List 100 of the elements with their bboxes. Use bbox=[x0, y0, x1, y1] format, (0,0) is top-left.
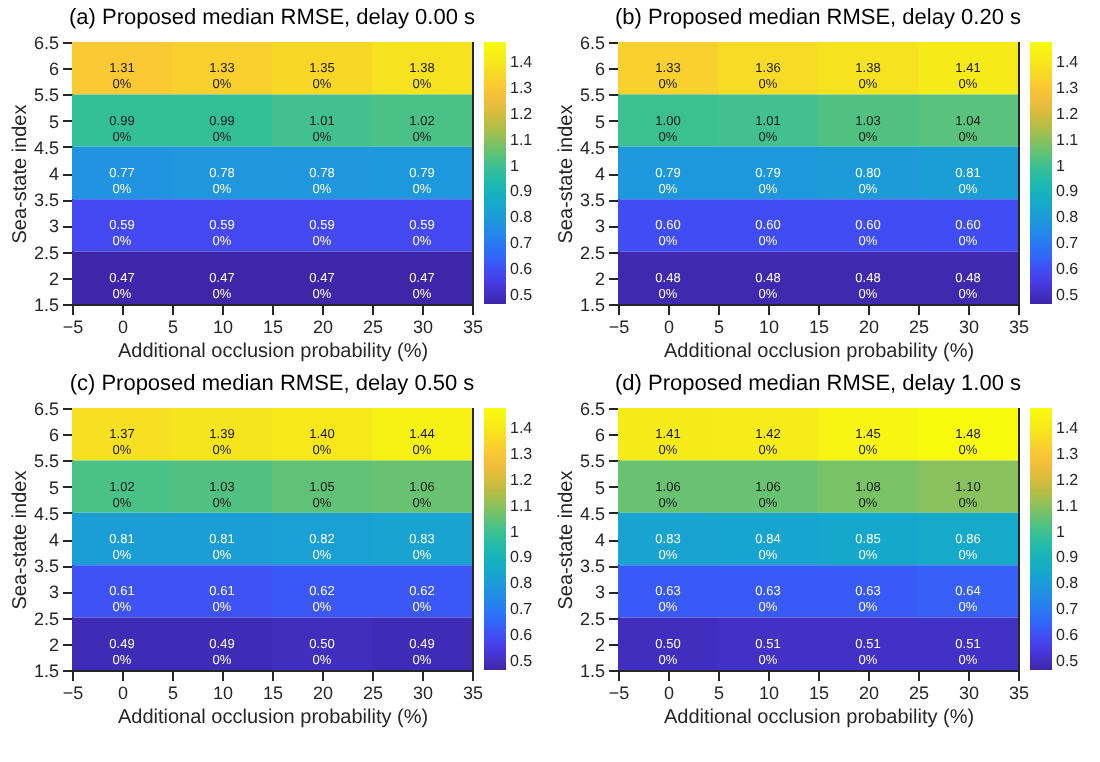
x-tick-label: 35 bbox=[1008, 683, 1030, 703]
y-tick-label: 2.5 bbox=[33, 608, 59, 629]
y-tick-label: 2 bbox=[594, 268, 605, 289]
x-tick-label: 20 bbox=[858, 683, 880, 703]
y-tick-label: 2.5 bbox=[579, 608, 605, 629]
y-tick-label: 1.5 bbox=[33, 661, 59, 681]
color-bar-label: 1.3 bbox=[1056, 444, 1080, 463]
color-bar-label: 0.5 bbox=[1056, 652, 1080, 671]
y-axis-title: Sea-state index bbox=[9, 470, 32, 610]
chart-title: (c) Proposed median RMSE, delay 0.50 s bbox=[69, 372, 476, 396]
y-tick-label: 5 bbox=[48, 477, 59, 498]
x-tick-label: 10 bbox=[758, 683, 780, 703]
color-bar-label: 0.5 bbox=[1056, 286, 1080, 305]
x-tick-label: −5 bbox=[62, 683, 84, 703]
color-bar-label: 1 bbox=[510, 522, 520, 541]
y-tick-label: 4.5 bbox=[579, 137, 605, 158]
x-tick-label: 25 bbox=[908, 317, 930, 337]
x-tick-label: 0 bbox=[117, 317, 129, 337]
y-tick-label: 5.5 bbox=[579, 85, 605, 106]
color-bar-label: 0.6 bbox=[510, 626, 534, 645]
x-tick-label: 15 bbox=[262, 683, 284, 703]
x-tick-label: 5 bbox=[713, 317, 725, 337]
color-bar-label: 1.4 bbox=[510, 418, 534, 437]
x-tick-label: 30 bbox=[958, 317, 980, 337]
x-axis-title: Additional occlusion probability (%) bbox=[117, 707, 429, 729]
y-tick-label: 4 bbox=[48, 164, 59, 184]
color-bar-label: 0.9 bbox=[1056, 182, 1080, 201]
y-tick-label: 6 bbox=[594, 425, 605, 446]
x-tick-label: 0 bbox=[117, 683, 129, 703]
x-tick-label: 35 bbox=[462, 683, 484, 703]
x-tick-label: 15 bbox=[808, 317, 830, 337]
x-tick-label: 5 bbox=[713, 683, 725, 703]
color-bar-label: 1.1 bbox=[1056, 496, 1080, 515]
x-tick-label: 5 bbox=[167, 317, 179, 337]
color-bar-label: 1.3 bbox=[1056, 78, 1080, 97]
y-tick-label: 5 bbox=[48, 111, 59, 132]
y-axis-title: Sea-state index bbox=[9, 104, 32, 244]
y-tick-label: 1.5 bbox=[579, 295, 605, 315]
y-tick-label: 4 bbox=[594, 530, 605, 550]
y-tick-label: 6 bbox=[48, 59, 59, 80]
x-tick-label: 25 bbox=[362, 317, 384, 337]
x-tick-label: 20 bbox=[312, 683, 334, 703]
color-bar-label: 1.2 bbox=[1056, 104, 1080, 123]
y-tick-label: 5 bbox=[594, 477, 605, 498]
x-tick-label: 10 bbox=[212, 683, 234, 703]
y-tick-label: 2 bbox=[594, 634, 605, 655]
x-tick-label: 15 bbox=[262, 317, 284, 337]
x-tick-label: 0 bbox=[663, 317, 675, 337]
color-bar-label: 0.9 bbox=[510, 548, 534, 567]
y-axis-title: Sea-state index bbox=[555, 470, 578, 610]
y-tick-label: 5.5 bbox=[33, 85, 59, 106]
color-bar-label: 0.9 bbox=[510, 182, 534, 201]
y-tick-label: 1.5 bbox=[579, 661, 605, 681]
y-tick-label: 6.5 bbox=[579, 399, 605, 419]
y-tick-label: 5.5 bbox=[579, 451, 605, 472]
color-bar-label: 1.2 bbox=[1056, 470, 1080, 489]
y-tick-label: 3.5 bbox=[579, 556, 605, 577]
y-tick-label: 2.5 bbox=[33, 242, 59, 263]
chart-title: (d) Proposed median RMSE, delay 1.00 s bbox=[615, 372, 1022, 396]
y-tick-label: 2 bbox=[48, 268, 59, 289]
x-tick-label: 10 bbox=[758, 317, 780, 337]
color-bar-label: 0.7 bbox=[510, 600, 534, 619]
color-bar-label: 1.2 bbox=[510, 470, 534, 489]
x-tick-label: 25 bbox=[362, 683, 384, 703]
y-tick-label: 5.5 bbox=[33, 451, 59, 472]
color-bar-label: 0.8 bbox=[510, 208, 534, 227]
color-bar-label: 1.1 bbox=[510, 130, 534, 149]
color-bar-label: 1.1 bbox=[510, 496, 534, 515]
color-bar-label: 1 bbox=[1056, 156, 1066, 175]
y-tick-label: 4.5 bbox=[33, 503, 59, 524]
x-tick-label: 20 bbox=[858, 317, 880, 337]
color-bar-label: 0.6 bbox=[1056, 626, 1080, 645]
y-tick-label: 3 bbox=[594, 216, 605, 237]
y-tick-label: 6.5 bbox=[33, 399, 59, 419]
x-tick-label: −5 bbox=[608, 317, 630, 337]
y-tick-label: 3 bbox=[594, 582, 605, 603]
y-tick-label: 4.5 bbox=[33, 137, 59, 158]
y-tick-label: 2 bbox=[48, 634, 59, 655]
y-tick-label: 4.5 bbox=[579, 503, 605, 524]
color-bar-label: 1 bbox=[1056, 522, 1066, 541]
x-tick-label: 25 bbox=[908, 683, 930, 703]
color-bar-label: 1.2 bbox=[510, 104, 534, 123]
color-bar-label: 0.8 bbox=[510, 574, 534, 593]
y-tick-label: 3 bbox=[48, 216, 59, 237]
color-bar-label: 0.7 bbox=[1056, 234, 1080, 253]
y-tick-label: 4 bbox=[48, 530, 59, 550]
y-tick-label: 2.5 bbox=[579, 242, 605, 263]
x-axis-title: Additional occlusion probability (%) bbox=[663, 707, 975, 729]
x-tick-label: 30 bbox=[958, 683, 980, 703]
x-tick-label: −5 bbox=[62, 317, 84, 337]
x-tick-label: 5 bbox=[167, 683, 179, 703]
y-tick-label: 5 bbox=[594, 111, 605, 132]
x-tick-label: 35 bbox=[1008, 317, 1030, 337]
y-tick-label: 4 bbox=[594, 164, 605, 184]
color-bar-label: 1 bbox=[510, 156, 520, 175]
y-axis-title: Sea-state index bbox=[555, 104, 578, 244]
x-axis-title: Additional occlusion probability (%) bbox=[663, 341, 975, 363]
color-bar-label: 1.4 bbox=[1056, 52, 1080, 71]
x-tick-label: 30 bbox=[412, 317, 434, 337]
x-axis-title: Additional occlusion probability (%) bbox=[117, 341, 429, 363]
